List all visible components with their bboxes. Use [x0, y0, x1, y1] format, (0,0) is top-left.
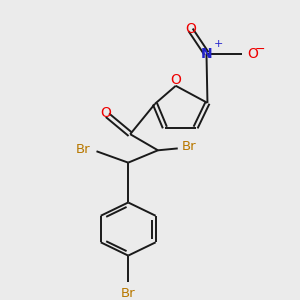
Text: −: − [255, 43, 265, 56]
Text: Br: Br [121, 287, 136, 300]
Text: O: O [247, 46, 258, 61]
Text: Br: Br [182, 140, 196, 153]
Text: +: + [214, 39, 223, 49]
Text: O: O [100, 106, 111, 120]
Text: O: O [185, 22, 196, 36]
Text: O: O [170, 73, 181, 87]
Text: Br: Br [76, 143, 91, 156]
Text: N: N [201, 46, 212, 61]
